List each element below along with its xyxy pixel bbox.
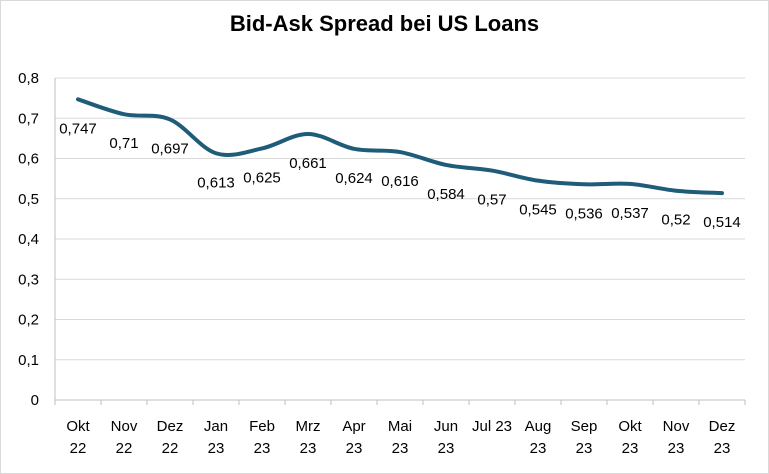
x-tick-label: Feb 23 bbox=[249, 418, 275, 457]
series-line-group bbox=[76, 97, 724, 196]
series-line bbox=[76, 97, 724, 196]
x-tick-label: Dez 22 bbox=[157, 418, 184, 457]
y-tick-label: 0,4 bbox=[18, 231, 39, 248]
chart-title: Bid-Ask Spread bei US Loans bbox=[229, 11, 540, 36]
y-tick-label: 0,3 bbox=[18, 271, 39, 288]
x-tick-label: Mai 23 bbox=[388, 418, 412, 457]
data-label: 0,584 bbox=[427, 186, 465, 203]
y-tick-label: 0,1 bbox=[18, 352, 39, 369]
data-label: 0,697 bbox=[151, 140, 189, 157]
x-tick-label: Jun 23 bbox=[434, 418, 458, 457]
data-label: 0,625 bbox=[243, 169, 281, 186]
data-label: 0,71 bbox=[109, 135, 138, 152]
data-label: 0,514 bbox=[703, 214, 741, 231]
data-label: 0,537 bbox=[611, 205, 649, 222]
y-axis-ticks: 0 0,1 0,2 0,3 0,4 0,5 0,6 0,7 0,8 bbox=[18, 70, 39, 409]
x-tick-label: Dez 23 bbox=[709, 418, 736, 457]
data-label: 0,747 bbox=[59, 120, 97, 137]
y-tick-label: 0,2 bbox=[18, 312, 39, 329]
data-label: 0,613 bbox=[197, 174, 235, 191]
data-label: 0,536 bbox=[565, 205, 603, 222]
x-tick-label: Okt 23 bbox=[618, 418, 642, 457]
x-axis-ticks: Okt 22 Nov 22 Dez 22 Jan 23 Feb 23 Mrz 23 Apr 23 Mai 23… bbox=[54, 400, 746, 457]
y-tick-label: 0 bbox=[31, 392, 39, 409]
data-label: 0,624 bbox=[335, 170, 373, 187]
x-tick-label: Aug 23 bbox=[525, 418, 552, 457]
y-tick-label: 0,5 bbox=[18, 191, 39, 208]
x-tick-label: Apr 23 bbox=[342, 418, 365, 457]
axes bbox=[54, 78, 745, 401]
x-tick-label: Nov 22 bbox=[111, 418, 138, 457]
data-label: 0,52 bbox=[661, 212, 690, 229]
x-tick-label: Mrz 23 bbox=[296, 418, 321, 457]
data-label: 0,616 bbox=[381, 173, 419, 190]
data-label: 0,545 bbox=[519, 202, 557, 219]
data-label: 0,661 bbox=[289, 155, 327, 172]
y-tick-label: 0,6 bbox=[18, 151, 39, 168]
x-tick-label: Sep 23 bbox=[571, 418, 598, 457]
y-tick-label: 0,7 bbox=[18, 110, 39, 127]
x-tick-label: Jul 23 bbox=[472, 418, 512, 435]
y-tick-label: 0,8 bbox=[18, 70, 39, 87]
x-tick-label: Nov 23 bbox=[663, 418, 690, 457]
data-label: 0,57 bbox=[477, 192, 506, 209]
x-tick-label: Jan 23 bbox=[204, 418, 228, 457]
data-labels: 0,747 0,71 0,697 0,613 0,625 0,661 0,624 0,616 0… bbox=[59, 120, 741, 231]
x-tick-label: Okt 22 bbox=[66, 418, 90, 457]
